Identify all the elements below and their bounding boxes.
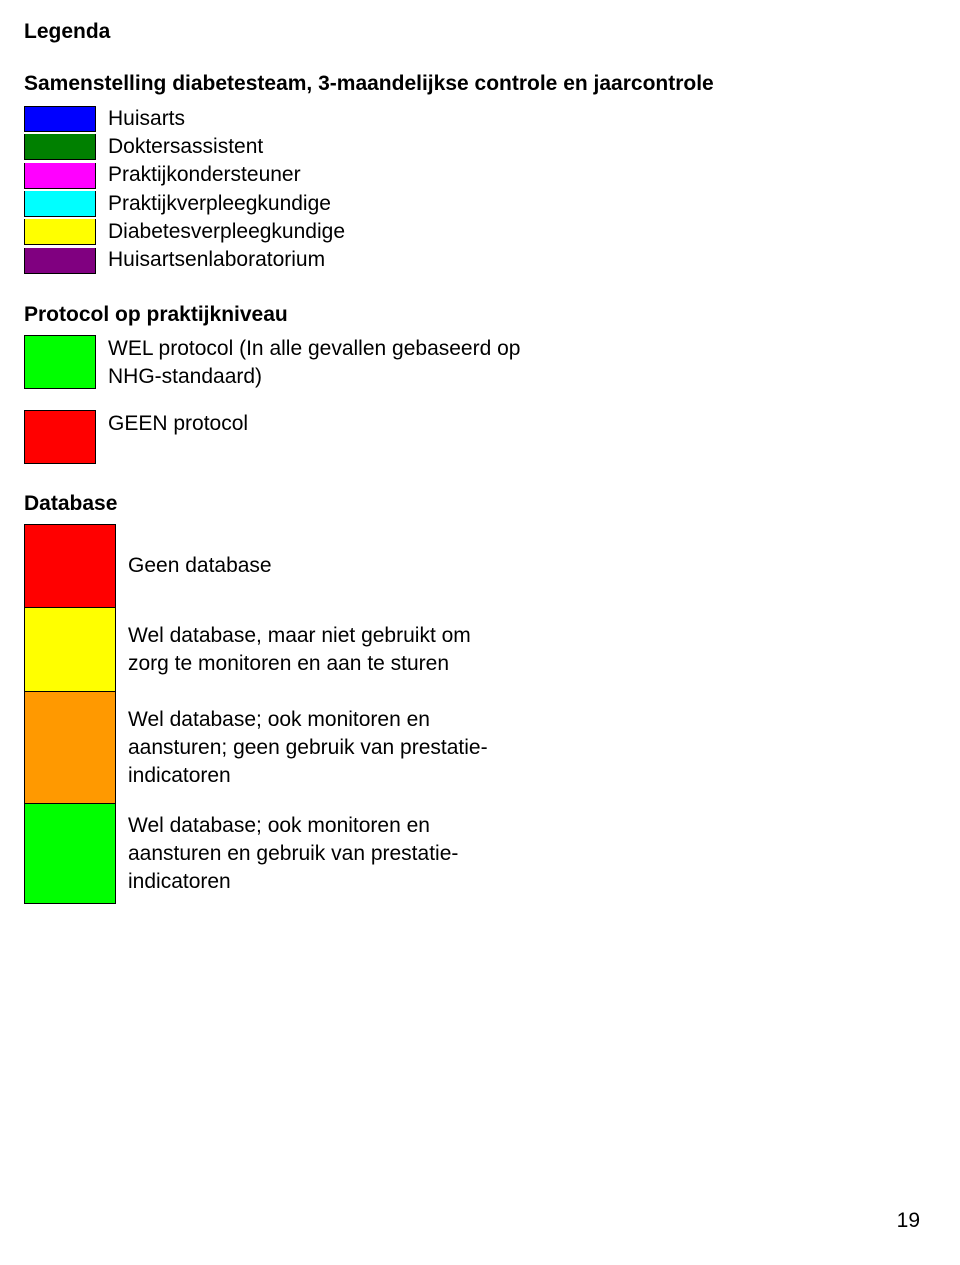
protocol-wel-text: WEL protocol (In alle gevallen gebaseerd… <box>96 335 528 392</box>
legend-row: Praktijkverpleegkundige <box>24 190 920 218</box>
team-section: Samenstelling diabetesteam, 3-maandelijk… <box>24 70 920 274</box>
database-text-0-span: Geen database <box>128 552 272 580</box>
legend-row: Diabetesverpleegkundige <box>24 218 920 246</box>
database-text-2-span: Wel database; ook monitoren en aansturen… <box>128 706 508 791</box>
legend-label: Huisartsenlaboratorium <box>96 246 325 274</box>
database-swatch-2 <box>24 692 116 804</box>
database-text-2: Wel database; ook monitoren en aansturen… <box>128 692 508 804</box>
database-swatch-0 <box>24 524 116 608</box>
database-text-3: Wel database; ook monitoren en aansturen… <box>128 804 508 904</box>
protocol-geen-swatch <box>24 410 96 464</box>
database-section: Database Geen database Wel database, maa… <box>24 490 920 904</box>
legend-row: Huisarts <box>24 105 920 133</box>
legend-label: Praktijkverpleegkundige <box>96 190 331 218</box>
page-title: Legenda <box>24 18 920 46</box>
legend-swatch-praktijkverpleegkundige <box>24 191 96 217</box>
legend-row: Doktersassistent <box>24 133 920 161</box>
database-text-3-span: Wel database; ook monitoren en aansturen… <box>128 812 508 897</box>
legend-swatch-doktersassistent <box>24 134 96 160</box>
database-text-0: Geen database <box>128 524 508 608</box>
legend-swatch-praktijkondersteuner <box>24 163 96 189</box>
database-swatch-column <box>24 524 116 904</box>
database-text-1-span: Wel database, maar niet gebruikt om zorg… <box>128 622 508 679</box>
protocol-geen-text: GEEN protocol <box>96 410 248 438</box>
legend-row: Praktijkondersteuner <box>24 161 920 189</box>
protocol-heading: Protocol op praktijkniveau <box>24 301 920 329</box>
protocol-wel-row: WEL protocol (In alle gevallen gebaseerd… <box>24 335 920 392</box>
legend-swatch-huisartsenlaboratorium <box>24 248 96 274</box>
database-heading: Database <box>24 490 920 518</box>
protocol-wel-swatch <box>24 335 96 389</box>
legend-row: Huisartsenlaboratorium <box>24 246 920 274</box>
team-heading: Samenstelling diabetesteam, 3-maandelijk… <box>24 70 920 98</box>
legend-swatch-huisarts <box>24 106 96 132</box>
database-swatch-3 <box>24 804 116 904</box>
protocol-geen-row: GEEN protocol <box>24 410 920 464</box>
legend-label: Doktersassistent <box>96 133 263 161</box>
team-legend: Huisarts Doktersassistent Praktijkonders… <box>24 105 920 275</box>
legend-label: Diabetesverpleegkundige <box>96 218 345 246</box>
legend-swatch-diabetesverpleegkundige <box>24 219 96 245</box>
legend-label: Huisarts <box>96 105 185 133</box>
database-swatch-1 <box>24 608 116 692</box>
legend-label: Praktijkondersteuner <box>96 161 301 189</box>
page-number: 19 <box>897 1207 920 1235</box>
database-text-1: Wel database, maar niet gebruikt om zorg… <box>128 608 508 692</box>
protocol-section: Protocol op praktijkniveau WEL protocol … <box>24 301 920 464</box>
